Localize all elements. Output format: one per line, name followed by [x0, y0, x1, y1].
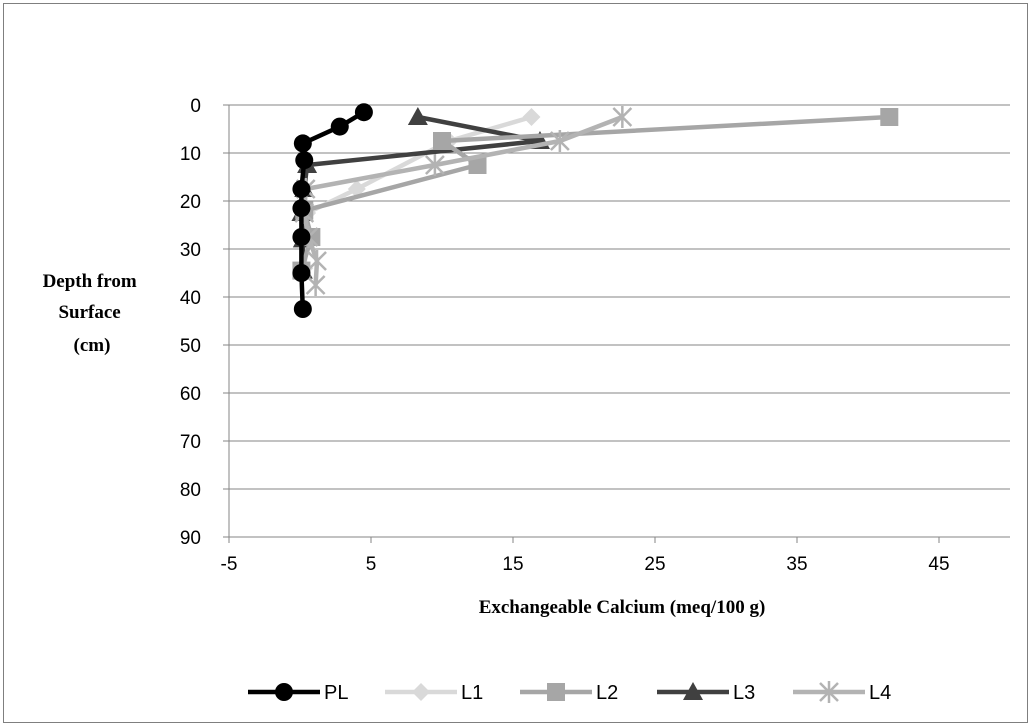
legend-item-L3: L3	[657, 682, 755, 704]
y-tick-label: 80	[180, 480, 201, 501]
data-point-L4-stroke	[425, 154, 445, 176]
x-tick-label: -5	[221, 554, 238, 575]
y-axis-title-line-3: (cm)	[74, 335, 111, 356]
data-point-L3	[407, 107, 428, 125]
data-point-L4-stroke	[612, 106, 633, 128]
legend-label: L4	[869, 682, 891, 704]
grid-lines	[223, 104, 1010, 543]
legend-marker-L2	[547, 683, 565, 701]
data-point-PL	[295, 151, 314, 170]
legend-label: L2	[596, 682, 618, 704]
data-point-PL	[292, 228, 311, 246]
x-tick-label: 15	[502, 554, 523, 575]
y-tick-label: 90	[180, 528, 201, 549]
data-point-L4	[305, 274, 326, 296]
legend-label: L1	[461, 682, 483, 704]
data-point-PL	[293, 134, 312, 153]
data-point-L1	[522, 108, 541, 126]
legend-label: L3	[733, 682, 755, 704]
y-tick-label: 30	[180, 240, 201, 261]
legend-marker-L4	[819, 681, 839, 703]
series-group	[291, 103, 899, 318]
y-axis-title: Depth from Surface (cm)	[43, 271, 142, 356]
legend-marker-L1	[412, 683, 430, 701]
series-PL	[292, 103, 373, 318]
data-point-PL	[292, 180, 311, 198]
data-point-PL	[354, 103, 373, 122]
data-point-L4-stroke	[307, 250, 327, 272]
data-point-L4	[549, 130, 570, 152]
data-point-L4	[307, 250, 327, 272]
y-tick-label: 0	[190, 96, 201, 117]
data-point-L4	[612, 106, 633, 128]
data-point-PL	[292, 199, 311, 218]
y-tick-label: 20	[180, 192, 201, 213]
y-tick-label: 70	[180, 432, 201, 453]
legend-marker-L4-stroke	[819, 681, 839, 703]
x-axis-title: Exchangeable Calcium (meq/100 g)	[479, 597, 766, 618]
legend-item-L4: L4	[793, 681, 891, 704]
data-point-L4-stroke	[549, 130, 570, 152]
y-tick-label: 60	[180, 384, 201, 405]
data-point-PL	[330, 117, 349, 136]
y-tick-label: 40	[180, 288, 201, 309]
data-point-L2	[433, 132, 451, 150]
series-line-L2	[299, 114, 890, 272]
x-tick-label: 45	[928, 554, 949, 575]
legend-item-PL: PL	[248, 682, 348, 704]
series-line-L3	[299, 114, 543, 271]
y-axis-title-line-2: Surface	[58, 302, 120, 323]
x-tick-label: 25	[644, 554, 665, 575]
legend-item-L1: L1	[385, 682, 483, 704]
x-tick-label: 35	[786, 554, 807, 575]
legend: PL L1 L2 L3 L4	[248, 681, 891, 704]
series-L2	[292, 108, 899, 280]
legend-label: PL	[324, 682, 348, 704]
x-tick-labels: -5 5 15 25 35 45	[221, 554, 950, 575]
data-point-L4	[425, 154, 445, 176]
x-tick-label: 5	[366, 554, 377, 575]
y-axis-title-line-1: Depth from	[43, 271, 137, 292]
y-tick-labels: 0 10 20 30 40 50 60 70 80 90	[180, 96, 201, 549]
data-point-L2	[880, 108, 899, 126]
data-point-PL	[293, 300, 312, 318]
y-tick-label: 50	[180, 336, 201, 357]
data-point-L4-stroke	[305, 274, 326, 296]
legend-marker-PL	[275, 683, 293, 701]
data-point-PL	[292, 264, 311, 282]
legend-marker-L3	[683, 682, 703, 700]
y-tick-label: 10	[180, 144, 201, 165]
data-point-L2	[468, 156, 487, 174]
legend-item-L2: L2	[520, 682, 618, 704]
